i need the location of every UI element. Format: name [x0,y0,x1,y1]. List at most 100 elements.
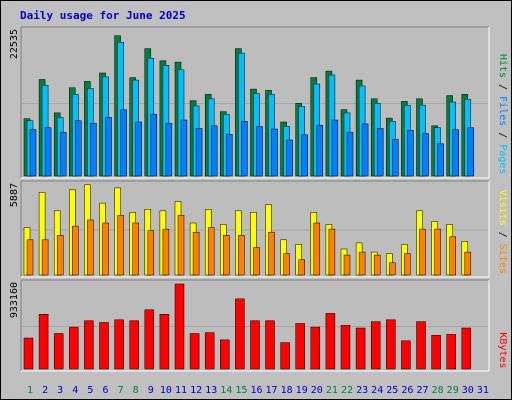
bar-pages-day-14 [226,133,233,177]
bar-sites-day-6 [102,222,109,276]
legend-kbytes: KBytes [497,332,508,368]
x-tick-label-day-15: 15 [235,385,247,396]
ymax-label-visits-sites: 5887 [9,183,20,207]
legend-files: Files [497,96,508,126]
x-tick-label-day-12: 12 [190,385,202,396]
x-tick-label-day-18: 18 [281,385,293,396]
bar-pages-day-30 [467,127,475,177]
bar-sites-day-20 [313,222,321,276]
legend-separator: / [497,126,508,144]
legend-sites: Sites [497,244,508,274]
bar-sites-day-2 [41,239,49,276]
bar-pages-day-13 [210,125,218,177]
bar-kbytes-day-9 [144,309,155,370]
bar-kbytes-day-10 [159,314,170,370]
bar-kbytes-day-30 [461,327,472,370]
x-tick-label-day-4: 4 [72,385,78,396]
bar-kbytes-day-5 [84,320,94,370]
x-tick-label-day-20: 20 [311,385,323,396]
bar-sites-day-28 [434,228,441,276]
bar-sites-day-11 [177,215,185,276]
x-tick-label-day-17: 17 [265,385,277,396]
bar-sites-day-30 [464,251,472,276]
bar-kbytes-day-1 [23,337,34,370]
bar-pages-day-8 [135,121,142,177]
bar-kbytes-day-20 [310,326,321,370]
bar-sites-day-16 [253,247,260,276]
bar-kbytes-day-22 [340,325,351,370]
bar-kbytes-day-15 [235,298,245,370]
x-tick-label-day-30: 30 [462,385,474,396]
x-tick-label-day-24: 24 [371,385,383,396]
bar-pages-day-16 [256,126,263,177]
bar-pages-day-3 [59,131,67,177]
bar-kbytes-day-16 [250,320,260,370]
bar-sites-day-13 [207,227,215,276]
bar-pages-day-28 [437,143,444,177]
bar-pages-day-20 [316,124,324,177]
bar-kbytes-day-26 [401,340,411,370]
x-tick-label-day-9: 9 [148,385,154,396]
bar-kbytes-day-27 [416,321,426,370]
bar-sites-day-8 [132,222,139,276]
x-tick-label-day-16: 16 [250,385,262,396]
bar-kbytes-day-17 [265,320,275,370]
ymax-label-kbytes: 933160 [9,282,20,318]
x-tick-label-day-10: 10 [160,385,172,396]
x-tick-label-day-22: 22 [341,385,353,396]
bar-kbytes-day-25 [386,319,396,370]
bar-sites-day-26 [404,253,411,276]
x-tick-label-day-13: 13 [205,385,217,396]
bar-kbytes-day-6 [99,322,109,370]
x-tick-label-day-6: 6 [102,385,108,396]
bar-pages-day-11 [180,119,188,177]
bar-kbytes-day-13 [204,332,215,370]
bar-kbytes-day-21 [325,313,336,370]
x-tick-label-day-19: 19 [296,385,308,396]
bar-kbytes-day-23 [355,327,366,370]
x-tick-label-day-14: 14 [220,385,232,396]
x-tick-label-day-29: 29 [447,385,459,396]
bar-kbytes-day-8 [129,320,139,370]
bar-sites-day-25 [389,262,396,276]
bar-sites-day-19 [298,259,305,276]
bar-pages-day-17 [271,128,278,177]
bar-pages-day-12 [195,128,203,177]
x-tick-label-day-1: 1 [27,385,33,396]
bar-pages-day-25 [392,139,399,177]
legend-visits: Visits [497,190,508,226]
bar-sites-day-18 [283,253,290,276]
bar-sites-day-4 [72,225,79,276]
bar-pages-day-29 [452,129,459,177]
x-tick-label-day-23: 23 [356,385,368,396]
bar-sites-day-24 [373,254,381,276]
bar-pages-day-2 [44,127,52,177]
bar-pages-day-7 [120,109,127,177]
legend-hits-files-pages: Hits / Files / Pages [497,54,508,174]
x-tick-label-day-3: 3 [57,385,63,396]
bar-sites-day-29 [449,236,456,276]
x-tick-label-day-26: 26 [401,385,413,396]
bar-sites-day-27 [419,228,426,276]
bar-pages-day-26 [407,130,414,177]
bar-sites-day-12 [192,231,200,276]
bar-pages-day-23 [361,123,369,177]
bar-kbytes-day-14 [220,339,230,370]
bar-sites-day-17 [268,231,275,276]
x-tick-label-day-31: 31 [477,385,489,396]
bar-pages-day-22 [346,131,354,177]
bar-kbytes-day-28 [431,335,441,370]
bar-pages-day-24 [376,128,384,177]
legend-separator: / [497,226,508,244]
x-tick-label-day-25: 25 [386,385,398,396]
x-tick-label-day-28: 28 [432,385,444,396]
x-tick-label-day-8: 8 [133,385,139,396]
bar-sites-day-21 [328,228,336,276]
bar-sites-day-10 [162,228,170,276]
bar-kbytes-day-4 [69,326,79,370]
bar-kbytes-day-29 [446,334,456,370]
legend-pages: Pages [497,144,508,174]
bar-sites-day-14 [223,235,230,276]
bar-pages-day-27 [422,133,429,177]
